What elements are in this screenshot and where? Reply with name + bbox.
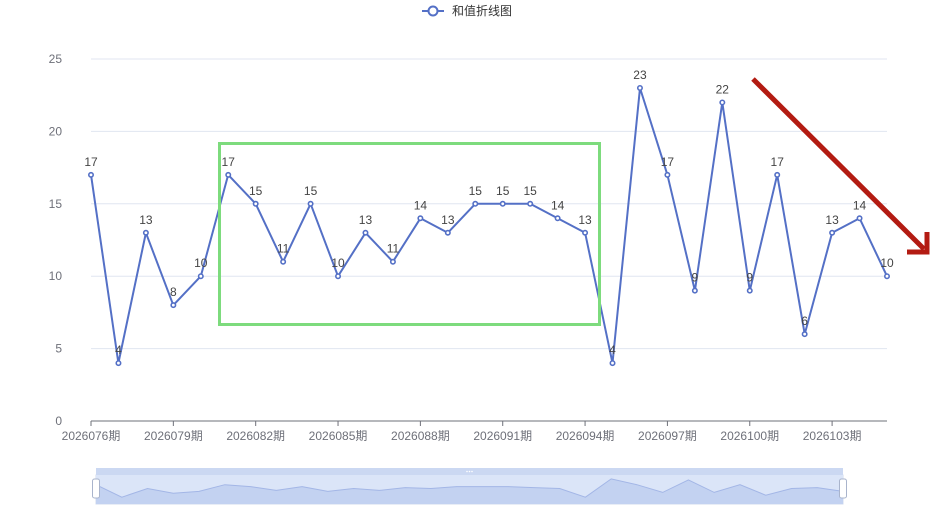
data-label: 23 xyxy=(633,68,647,82)
data-label: 9 xyxy=(692,271,699,285)
data-label: 15 xyxy=(523,184,537,198)
slider-grip-dot-icon xyxy=(468,470,471,473)
data-label: 14 xyxy=(414,198,428,212)
data-point[interactable] xyxy=(252,200,259,207)
data-labels: 17 4 13 8 10 17 15 11 15 10 13 11 14 13 15 15 15 14 13 4 23 1… xyxy=(84,68,894,357)
x-tick-label: 2026097期 xyxy=(638,429,697,443)
x-tick-label: 2026082期 xyxy=(226,429,285,443)
data-zoom-slider[interactable] xyxy=(92,468,847,505)
data-label: 4 xyxy=(609,343,616,357)
data-label: 14 xyxy=(853,198,867,212)
data-label: 13 xyxy=(578,213,592,227)
x-tick-label: 2026100期 xyxy=(720,429,779,443)
data-point[interactable] xyxy=(307,200,314,207)
data-point[interactable] xyxy=(280,258,287,265)
x-tick-label: 2026088期 xyxy=(391,429,450,443)
y-tick-label: 0 xyxy=(55,414,62,428)
data-point[interactable] xyxy=(225,171,232,178)
data-label: 17 xyxy=(84,155,98,169)
data-point[interactable] xyxy=(88,171,95,178)
data-point[interactable] xyxy=(554,215,561,222)
data-label: 11 xyxy=(277,242,290,256)
x-tick-label: 2026091期 xyxy=(473,429,532,443)
data-label: 15 xyxy=(249,184,263,198)
data-point[interactable] xyxy=(115,360,122,367)
y-tick-label: 15 xyxy=(49,197,63,211)
legend-label: 和值折线图 xyxy=(452,3,512,18)
x-tick-label: 2026085期 xyxy=(309,429,368,443)
data-point[interactable] xyxy=(829,229,836,236)
data-point[interactable] xyxy=(636,84,643,91)
data-point[interactable] xyxy=(883,273,890,280)
y-tick-label: 5 xyxy=(55,342,62,356)
data-point[interactable] xyxy=(746,287,753,294)
data-point[interactable] xyxy=(582,229,589,236)
arrow-shaft xyxy=(751,77,926,251)
data-point[interactable] xyxy=(417,215,424,222)
data-label: 17 xyxy=(771,155,785,169)
grid-lines xyxy=(91,58,887,350)
data-label: 13 xyxy=(825,213,839,227)
data-point[interactable] xyxy=(527,200,534,207)
data-point[interactable] xyxy=(335,273,342,280)
x-tick-label: 2026076期 xyxy=(62,429,121,443)
slider-right-handle[interactable] xyxy=(839,478,847,499)
data-label: 10 xyxy=(880,256,894,270)
data-point[interactable] xyxy=(609,360,616,367)
data-label: 17 xyxy=(222,155,236,169)
data-point[interactable] xyxy=(170,302,177,309)
data-label: 10 xyxy=(331,256,345,270)
slider-data-shadow-area xyxy=(96,478,843,504)
x-tick-label: 2026103期 xyxy=(803,429,862,443)
data-point[interactable] xyxy=(472,200,479,207)
data-point[interactable] xyxy=(197,273,204,280)
data-label: 8 xyxy=(170,285,177,299)
data-point[interactable] xyxy=(801,331,808,338)
data-point[interactable] xyxy=(856,215,863,222)
data-point[interactable] xyxy=(664,171,671,178)
series-line xyxy=(90,87,888,365)
data-label: 15 xyxy=(496,184,510,198)
data-point[interactable] xyxy=(444,229,451,236)
data-label: 22 xyxy=(716,82,730,96)
slider-grip-dot-icon xyxy=(471,470,473,473)
y-tick-label: 20 xyxy=(49,124,63,138)
data-label: 13 xyxy=(139,213,153,227)
data-label: 9 xyxy=(746,271,753,285)
slider-grip-dot-icon xyxy=(466,470,468,473)
y-axis: 0 5 10 15 20 25 xyxy=(49,52,63,428)
data-point[interactable] xyxy=(499,200,506,207)
data-label: 6 xyxy=(801,314,808,328)
data-point[interactable] xyxy=(691,287,698,294)
legend-circle-icon xyxy=(427,5,439,17)
data-label: 15 xyxy=(469,184,483,198)
data-label: 13 xyxy=(359,213,373,227)
series-group xyxy=(88,84,890,367)
legend[interactable]: 和值折线图 xyxy=(422,3,512,18)
data-label: 15 xyxy=(304,184,318,198)
data-label: 11 xyxy=(387,242,400,256)
data-point[interactable] xyxy=(719,99,726,106)
highlight-box xyxy=(218,142,601,326)
data-point[interactable] xyxy=(142,229,149,236)
data-point[interactable] xyxy=(774,171,781,178)
data-point[interactable] xyxy=(389,258,396,265)
data-label: 17 xyxy=(661,155,675,169)
x-tick-label: 2026094期 xyxy=(556,429,615,443)
arrow-annotation xyxy=(751,77,930,255)
slider-left-handle[interactable] xyxy=(92,478,100,499)
data-label: 13 xyxy=(441,213,455,227)
data-point[interactable] xyxy=(362,229,369,236)
data-label: 14 xyxy=(551,198,565,212)
slider-data-shadow-line xyxy=(95,478,844,498)
x-tick-label: 2026079期 xyxy=(144,429,203,443)
data-label: 10 xyxy=(194,256,208,270)
x-axis: 2026076期 2026079期 2026082期 2026085期 2026088期… xyxy=(62,420,887,443)
y-tick-label: 10 xyxy=(49,269,63,283)
arrow-head xyxy=(907,232,930,255)
y-tick-label: 25 xyxy=(49,52,63,66)
data-label: 4 xyxy=(115,343,122,357)
